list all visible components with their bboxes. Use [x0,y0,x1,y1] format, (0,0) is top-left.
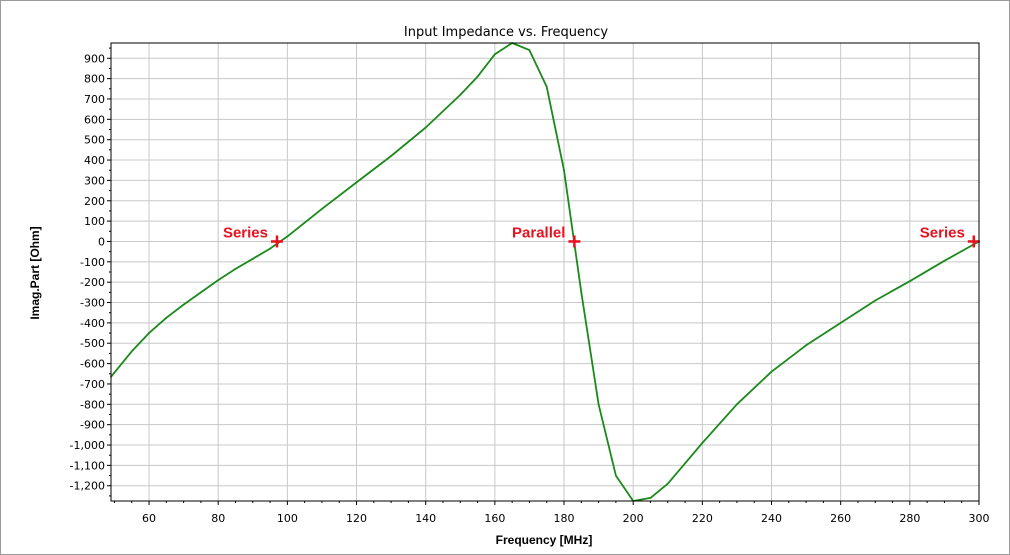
x-tick-label: 180 [554,512,575,525]
y-tick-label: 600 [84,113,105,126]
data-point [770,370,773,373]
marker-label: Series [223,224,268,241]
data-point [874,299,877,302]
data-point [200,291,202,294]
data-point [684,462,686,465]
data-point [494,53,496,56]
y-tick-label: -100 [80,256,105,269]
data-point [251,257,254,260]
data-point [528,49,531,51]
y-tick-label: -400 [80,317,105,330]
x-tick-label: 100 [277,512,298,525]
data-point [459,94,462,96]
grid-lines [111,43,979,501]
data-point [148,332,150,334]
data-point [943,259,946,262]
data-point [615,474,617,477]
data-point [130,350,133,353]
y-tick-label: -300 [80,297,105,310]
marker-layer: Series Parallel Series [223,224,980,248]
x-axis-title: Frequency [MHz] [496,533,593,547]
x-tick-label: 240 [761,512,782,525]
resonance-marker: Series [920,224,980,248]
y-tick-label: -600 [80,358,105,371]
data-point [182,303,185,306]
data-point [234,268,237,270]
y-tick-label: -700 [80,378,105,391]
y-tick-label: -500 [80,337,105,350]
y-tick-label: 400 [84,154,105,167]
x-tick-label: 300 [969,512,990,525]
y-tick-label: 900 [84,52,105,65]
data-point [476,75,479,78]
data-point [355,181,358,184]
x-tick-label: 80 [211,512,225,525]
impedance-curve [110,42,980,502]
y-tick-label: 500 [84,134,105,147]
data-point [597,403,600,406]
data-point [805,344,807,347]
y-tick-label: -900 [80,419,105,432]
x-tick-label: 220 [692,512,713,525]
data-point [839,322,842,324]
x-tick-label: 160 [484,512,505,525]
data-point [649,497,652,499]
data-point [269,247,271,250]
resonance-marker: Parallel [512,224,581,248]
y-tick-label: 300 [84,174,105,187]
y-tick-label: 200 [84,195,105,208]
axes: 60 80 100 120 140 160 180 200 220 240 260 280 300 900… [70,47,990,525]
plot-border [110,42,980,502]
marker-label: Parallel [512,224,565,241]
data-point [545,85,548,88]
x-tick-label: 260 [830,512,851,525]
data-point [666,482,669,485]
y-tick-label: -1,100 [70,459,105,472]
y-tick-label: -200 [80,276,105,289]
data-point [424,126,427,129]
x-tick-label: 140 [415,512,436,525]
y-axis-title: Imag.Part [Ohm] [28,226,42,319]
resonance-marker: Series [223,224,283,248]
x-tick-label: 200 [623,512,644,525]
data-point [165,316,168,319]
y-tick-label: -1,200 [70,480,105,493]
y-tick-label: 100 [84,215,105,228]
x-tick-label: 60 [142,512,156,525]
data-point [736,403,738,406]
marker-label: Series [920,224,965,241]
chart-title: Input Impedance vs. Frequency [404,25,608,40]
x-tick-label: 280 [899,512,920,525]
data-point [563,169,565,172]
plot-area [111,43,979,501]
y-tick-label: -800 [80,398,105,411]
data-point [217,279,220,281]
data-point [390,155,392,157]
data-point [580,291,583,294]
data-point [908,280,911,283]
x-tick-label: 120 [346,512,367,525]
y-tick-label: 800 [84,73,105,86]
data-point [286,235,289,238]
y-tick-label: 700 [84,93,105,106]
data-point [321,208,323,210]
y-tick-label: -1,000 [70,439,105,452]
y-tick-label: 0 [98,235,105,248]
data-point [701,442,704,444]
